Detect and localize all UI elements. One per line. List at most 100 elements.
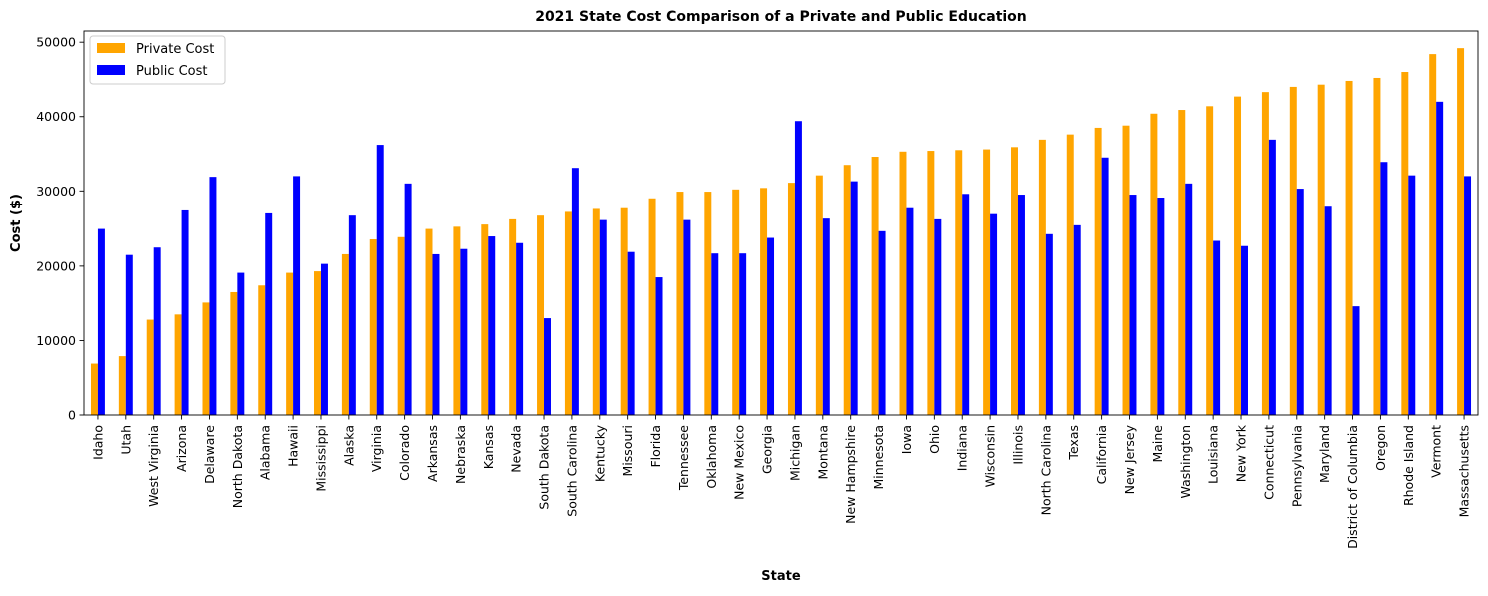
bar-public-cost — [599, 219, 607, 415]
bar-public-cost — [1073, 224, 1081, 415]
bar-private-cost — [202, 302, 210, 415]
legend-swatch-public-cost — [97, 65, 125, 75]
x-axis-label: State — [761, 569, 801, 584]
x-tick-label: New York — [1234, 424, 1249, 482]
x-tick-label: Pennsylvania — [1289, 425, 1304, 507]
chart-title: 2021 State Cost Comparison of a Private … — [535, 9, 1027, 25]
bar-private-cost — [425, 228, 433, 415]
x-tick-label: Oregon — [1373, 425, 1388, 471]
x-tick-label: Washington — [1178, 425, 1193, 498]
x-tick-label: District of Columbia — [1345, 425, 1360, 549]
bar-private-cost — [1457, 48, 1465, 416]
y-tick-label: 0 — [68, 408, 76, 423]
x-tick-label: Kentucky — [592, 424, 607, 482]
x-tick-label: Vermont — [1429, 425, 1444, 478]
legend: Private Cost Public Cost — [89, 35, 226, 85]
bar-private-cost — [648, 198, 656, 415]
x-tick-label: Connecticut — [1261, 425, 1276, 500]
bar-private-cost — [1094, 127, 1102, 416]
bar-public-cost — [181, 209, 189, 415]
x-tick-label: Arkansas — [425, 425, 440, 482]
bar-private-cost — [787, 183, 795, 415]
bar-private-cost — [1289, 86, 1297, 416]
bar-private-cost — [1429, 54, 1437, 416]
x-tick-label: North Dakota — [230, 425, 245, 508]
bar-public-cost — [683, 219, 691, 415]
bar-public-cost — [1464, 176, 1472, 415]
x-tick-label: Kansas — [481, 425, 496, 469]
bar-public-cost — [627, 251, 635, 415]
x-tick-label: Mississippi — [313, 425, 328, 492]
x-tick-label: Florida — [648, 425, 663, 468]
legend-label-public-cost: Public Cost — [136, 64, 208, 79]
x-tick-label: Nebraska — [453, 425, 468, 484]
bar-public-cost — [1101, 157, 1109, 415]
bar-public-cost — [962, 194, 970, 415]
x-tick-label: New Jersey — [1122, 424, 1137, 494]
bar-private-cost — [314, 271, 321, 415]
bar-public-cost — [432, 253, 440, 415]
x-tick-label: Virginia — [369, 425, 384, 472]
bar-public-cost — [1380, 162, 1388, 415]
x-tick-label: Missouri — [620, 425, 635, 476]
bar-private-cost — [286, 272, 294, 415]
x-tick-label: Tennessee — [676, 425, 691, 491]
bar-public-cost — [1045, 233, 1053, 415]
x-tick-label: South Carolina — [564, 425, 579, 517]
bar-public-cost — [348, 215, 356, 415]
bar-public-cost — [516, 242, 524, 415]
bar-private-cost — [1345, 80, 1353, 416]
bar-public-cost — [1408, 175, 1416, 415]
x-tick-label: Alabama — [258, 425, 273, 480]
legend-swatch-private-cost — [97, 43, 125, 53]
x-tick-label: Hawaii — [286, 425, 301, 467]
x-tick-label: Delaware — [202, 425, 217, 484]
bar-public-cost — [990, 213, 998, 415]
bar-public-cost — [488, 236, 496, 415]
bar-private-cost — [704, 192, 712, 415]
x-tick-label: Nevada — [509, 425, 524, 473]
x-tick-label: Montana — [815, 425, 830, 480]
x-tick-label: Rhode Island — [1401, 425, 1416, 506]
x-tick-label: West Virginia — [146, 425, 161, 507]
y-tick-label: 30000 — [36, 184, 76, 199]
x-tick-label: Minnesota — [871, 425, 886, 490]
bar-private-cost — [564, 211, 572, 415]
x-tick-label: Colorado — [397, 425, 412, 481]
y-tick-label: 50000 — [36, 35, 76, 50]
bar-private-cost — [118, 356, 126, 415]
bar-private-cost — [369, 239, 377, 415]
bar-public-cost — [265, 212, 273, 415]
bar-private-cost — [453, 226, 461, 415]
bar-public-cost — [1352, 306, 1360, 415]
bar-public-cost — [460, 248, 468, 415]
bar-public-cost — [906, 207, 914, 415]
x-tick-label: Ohio — [927, 425, 942, 454]
x-tick-label: Oklahoma — [704, 425, 719, 489]
bar-public-cost — [1241, 245, 1248, 415]
bar-private-cost — [230, 291, 238, 415]
x-tick-label: Alaska — [341, 425, 356, 466]
bar-public-cost — [1436, 101, 1444, 415]
bar-public-cost — [1296, 189, 1304, 415]
bar-public-cost — [1268, 139, 1276, 416]
bar-public-cost — [934, 218, 942, 415]
x-tick-label: Massachusetts — [1457, 425, 1472, 517]
bar-private-cost — [1401, 72, 1409, 415]
x-tick-label: Utah — [118, 425, 133, 455]
bar-private-cost — [1178, 110, 1186, 415]
bar-public-cost — [1324, 206, 1332, 415]
bar-private-cost — [620, 207, 628, 415]
y-axis-label: Cost ($) — [9, 194, 24, 252]
bar-private-cost — [341, 253, 349, 415]
bar-private-cost — [676, 192, 684, 415]
bar-public-cost — [1157, 198, 1165, 415]
bar-private-cost — [1317, 84, 1325, 415]
bar-private-cost — [871, 157, 879, 415]
bar-public-cost — [153, 247, 161, 415]
x-tick-label: New Hampshire — [843, 425, 858, 524]
x-tick-label: Maine — [1150, 425, 1165, 463]
bar-public-cost — [1129, 195, 1137, 415]
x-tick-label: Texas — [1066, 425, 1081, 461]
